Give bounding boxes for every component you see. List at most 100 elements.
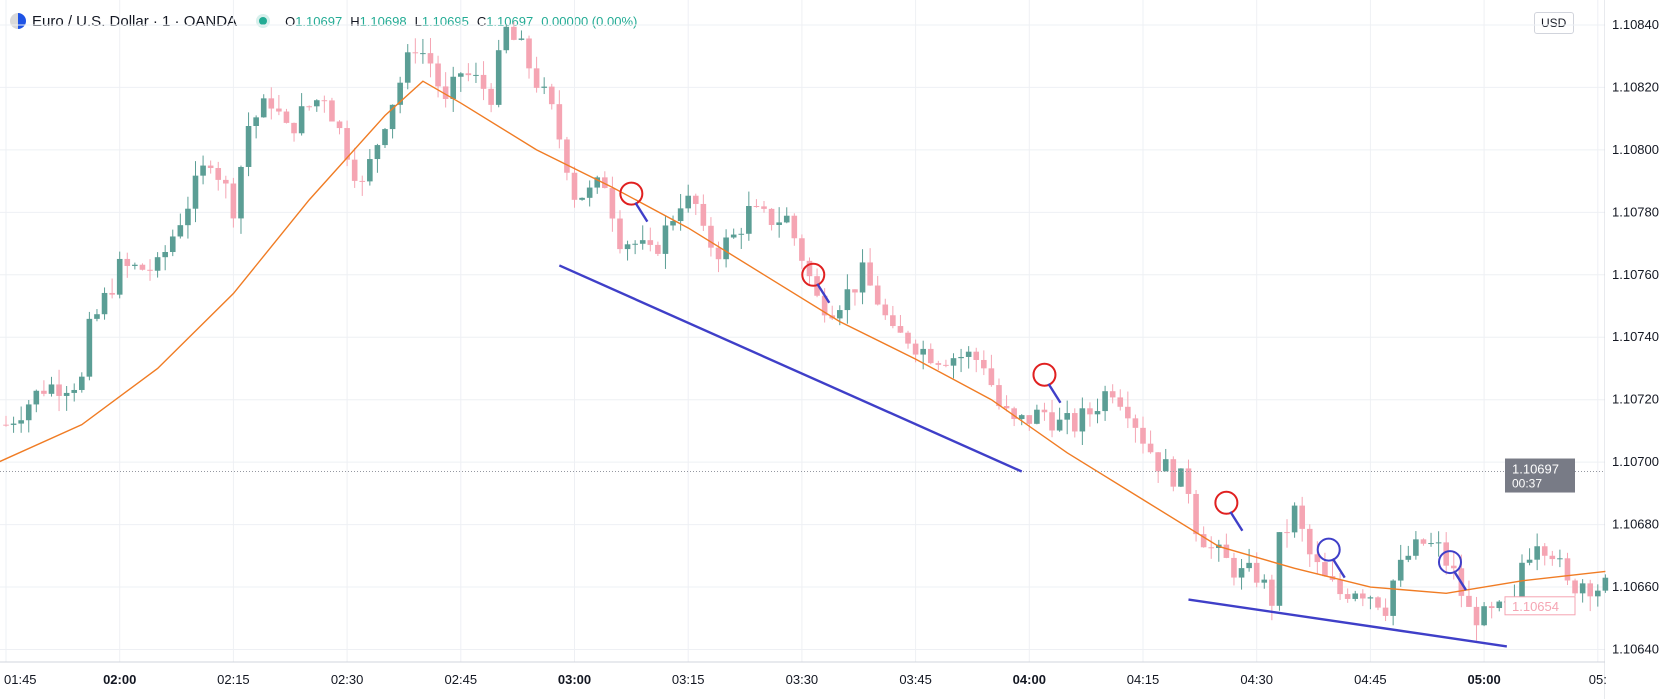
candle-body [79,376,85,390]
time-tick-label: 02:45 [445,672,478,687]
candle-body [571,172,578,200]
candle-body [458,73,464,77]
candle-body [1367,597,1374,599]
candle-body [1208,547,1215,549]
annotation-pointer [1047,383,1062,404]
candle-body [344,128,350,160]
candle-body [404,52,411,83]
candle-body [905,332,911,344]
candle-body [1193,493,1199,535]
candle-body [3,424,9,426]
price-tick-label: 1.10680 [1612,517,1659,532]
candle-body [169,236,176,252]
time-tick-label: 04:30 [1240,672,1273,687]
candle-body [1132,418,1139,428]
candle-body [753,205,760,207]
candle-body [837,310,843,319]
candle-body [1178,468,1184,487]
candle-body [1034,409,1040,424]
price-tick-label: 1.10840 [1612,17,1659,32]
candle-body [10,423,17,425]
candle-body [367,159,373,182]
candle-body [63,392,70,396]
candle-body [238,166,244,219]
candle-body [602,177,608,189]
candle-body [1087,408,1093,415]
annotation-pointer [1331,557,1346,579]
candle-body [1534,546,1540,560]
current-price-box [1505,458,1575,493]
candle-body [495,50,502,105]
candle-body [313,100,320,107]
price-tick-label: 1.10720 [1612,392,1659,407]
candle-body [1079,408,1086,432]
price-tick-label: 1.10740 [1612,329,1659,344]
candle-body [609,188,616,219]
candle-body [533,68,540,88]
candle-body [1397,559,1404,581]
candle-body [147,269,153,271]
candle-body [1375,597,1381,608]
candle-body [1299,505,1305,529]
candle-body [435,63,441,87]
candle-body [33,390,40,405]
candle-body [1587,583,1594,597]
candle-body [783,215,790,223]
candle-body [276,108,282,112]
candle-body [1071,413,1078,432]
trendline [1188,598,1508,648]
candle-body [950,358,957,366]
candle-body [427,53,434,64]
annotation-pointer [1452,570,1468,591]
candle-body [268,98,275,109]
candles [3,21,1609,641]
candle-body [927,348,934,364]
candle-body [192,175,199,209]
candle-body [200,165,206,176]
time-tick-label: 01:45 [4,672,37,687]
candle-body [18,420,24,424]
candle-body [1147,443,1154,453]
price-tick-label: 1.10800 [1612,142,1659,157]
candle-body [473,74,479,76]
candle-body [1541,546,1548,556]
time-tick-label: 05: [1589,672,1607,687]
candle-body [480,74,487,89]
time-tick-label: 03:45 [899,672,932,687]
time-tick-label: 04:15 [1127,672,1160,687]
candle-body [548,86,555,105]
candle-body [776,222,782,225]
candle-body [109,292,115,295]
candle-body [1064,413,1070,420]
candle-body [139,264,146,270]
annotation-pointer [1229,511,1244,532]
candle-body [94,314,100,319]
candle-body [1155,452,1161,472]
annotation-pointer [634,201,649,223]
currency-button[interactable]: USD [1534,12,1574,34]
price-tick-label: 1.10640 [1612,642,1659,657]
candle-body [260,98,267,118]
candle-body [397,82,403,105]
candle-body [1018,415,1025,419]
candle-body [1200,534,1207,548]
candle-body [1284,532,1290,534]
candle-body [253,117,259,126]
candle-body [185,208,191,226]
annotation-circle [1032,362,1057,387]
candle-body [56,384,62,396]
price-tick-label: 1.10700 [1612,454,1659,469]
candle-body [154,257,161,271]
annotation-pointer [816,283,831,304]
candle-body [912,343,919,355]
candle-body [1253,562,1260,583]
candle-body [1162,459,1169,472]
candle-body [1579,583,1586,594]
candle-body [1466,595,1472,607]
candle-body [412,52,419,54]
candle-body [617,218,623,250]
candle-body [1261,579,1268,583]
candle-body [1549,555,1556,560]
candle-body [844,289,851,311]
